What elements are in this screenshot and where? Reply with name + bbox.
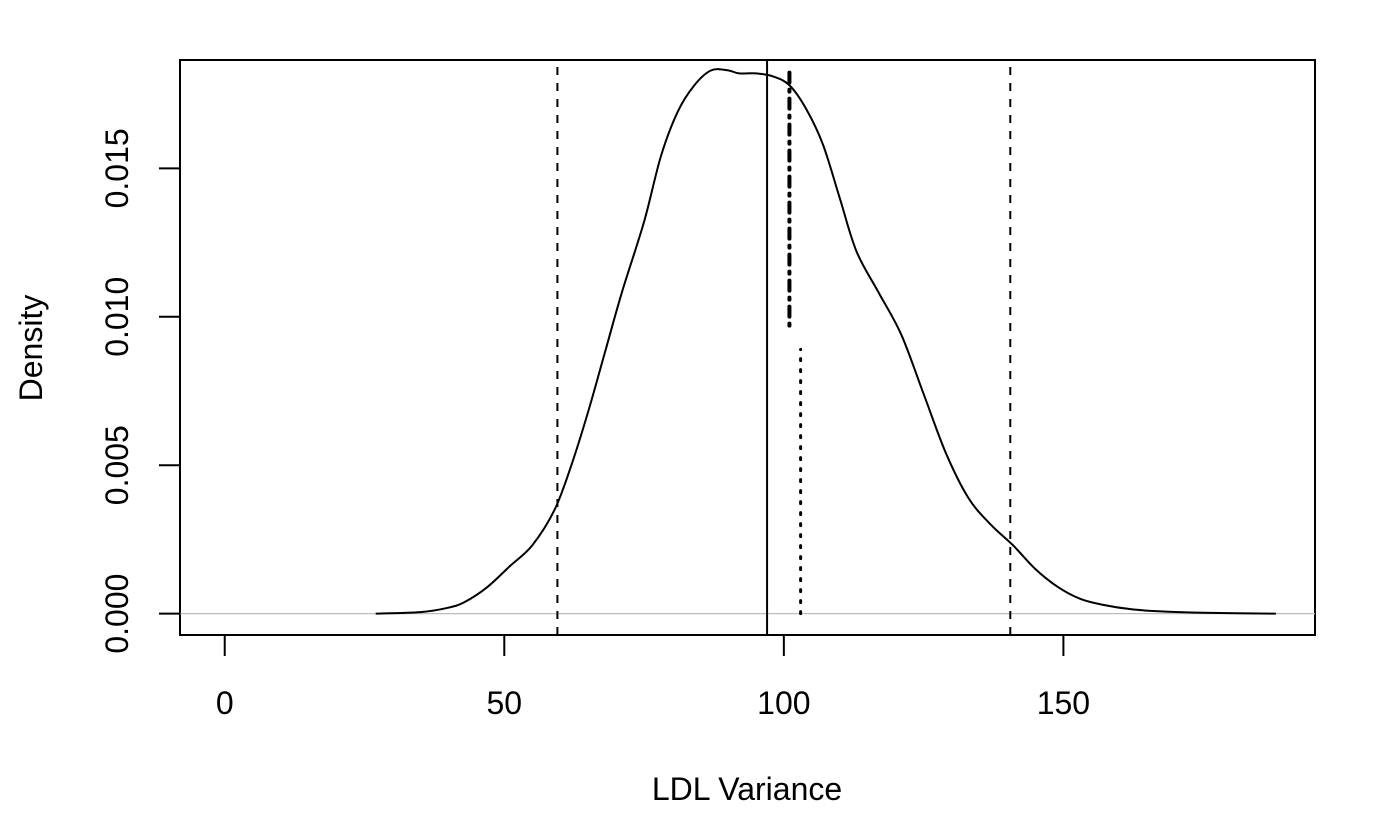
- y-tick-label: 0.005: [99, 425, 135, 505]
- y-tick-label: 0.000: [99, 574, 135, 654]
- x-tick-label: 50: [486, 685, 522, 721]
- y-axis-label: Density: [13, 295, 49, 402]
- y-tick-label: 0.015: [99, 128, 135, 208]
- x-axis-label: LDL Variance: [652, 771, 842, 807]
- y-tick-label: 0.010: [99, 277, 135, 357]
- plot-frame: [179, 59, 1316, 636]
- x-tick-label: 0: [216, 685, 234, 721]
- x-tick-label: 150: [1037, 685, 1090, 721]
- density-curve-0: [375, 68, 1276, 615]
- x-tick-label: 100: [757, 685, 810, 721]
